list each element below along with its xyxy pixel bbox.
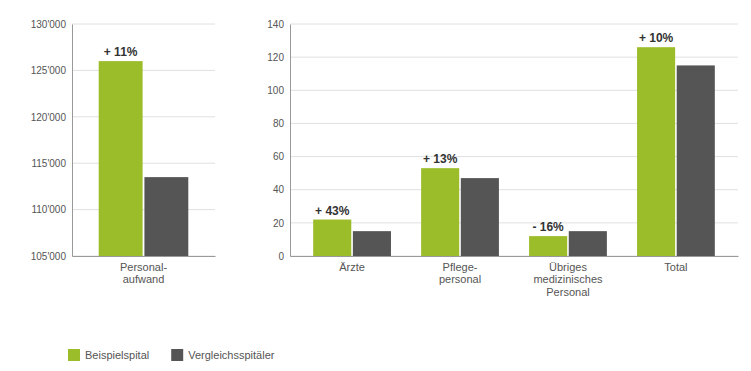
y-tick-label: 100 [267, 85, 284, 96]
annotation: + 10% [639, 31, 674, 45]
bar [353, 231, 391, 256]
bars [99, 61, 189, 256]
chart: 105'000 110'000 115'000 120'000 125'000 130'0… [0, 0, 751, 371]
x-tick-label: Personal-aufwand [120, 261, 167, 286]
x-tick-label-line: Total [664, 261, 687, 273]
tick: ÜbrigesmedizinischesPersonal [533, 256, 603, 298]
y-tick-label: 60 [273, 151, 285, 162]
annotation: - 16% [532, 220, 564, 234]
y-tick-label: 115'000 [31, 158, 66, 169]
tick: 0 [278, 251, 290, 262]
bar [313, 220, 351, 256]
y-tick-label: 20 [273, 218, 285, 229]
series [313, 47, 675, 256]
x-tick-label-line: personal [439, 273, 481, 285]
y-axis: 0 20 40 60 80 100 120 140 [267, 19, 290, 262]
annotation: + 11% [104, 45, 138, 59]
tick: 20 [273, 218, 290, 229]
bar [529, 236, 567, 256]
y-tick-label: 130'000 [31, 19, 67, 30]
bar [99, 61, 143, 256]
y-tick-label: 125'000 [31, 65, 67, 76]
tick: 130'000 [31, 19, 72, 30]
x-axis-line [291, 256, 739, 257]
annotation: + 13% [423, 152, 458, 166]
x-axis: Ärzte Pflege-personal Übrigesmedizinisches… [291, 256, 739, 298]
panel: 0 20 40 60 80 100 120 140 Ärzte Pflege-personal Üb… [267, 19, 738, 298]
y-axis-line [72, 25, 73, 257]
grid-line [72, 163, 215, 164]
tick: Ärzte [339, 256, 365, 273]
x-tick-label-line: Personal- [120, 261, 167, 273]
x-tick-label: Pflege-personal [439, 261, 481, 286]
x-axis-line [73, 256, 216, 257]
y-tick-label: 120'000 [31, 112, 67, 123]
bar [677, 65, 715, 256]
y-tick-label: 105'000 [31, 251, 67, 262]
legend-swatch [171, 349, 183, 361]
tick: 60 [273, 151, 290, 162]
grid-line [72, 24, 215, 25]
grid-line [72, 209, 215, 210]
legend-label: Beispielspital [85, 349, 149, 361]
annotation: + 43% [315, 204, 350, 218]
y-tick-label: 110'000 [31, 204, 66, 215]
annotations: + 43% + 13% - 16% + 10% [315, 31, 674, 234]
x-tick-label: Total [664, 261, 687, 273]
series [353, 65, 715, 256]
x-axis: Personal-aufwand [73, 256, 216, 285]
tick: 105'000 [31, 251, 72, 262]
series [144, 177, 188, 256]
y-tick-label: 140 [267, 19, 284, 30]
panel: 105'000 110'000 115'000 120'000 125'000 130'0… [31, 19, 216, 371]
annotations: + 11% [104, 45, 138, 59]
grid-line [72, 256, 215, 257]
series [99, 61, 143, 256]
tick: Total [664, 256, 687, 273]
tick: 100 [267, 85, 290, 96]
tick: 120 [267, 52, 290, 63]
y-tick-label: 80 [273, 118, 285, 129]
grid-line [290, 24, 738, 25]
y-tick-label: 120 [267, 52, 284, 63]
legend-item: Vergleichsspitäler [171, 349, 275, 361]
legend-label: Vergleichsspitäler [188, 349, 275, 361]
y-axis: 105'000 110'000 115'000 120'000 125'000 130'0… [31, 19, 73, 262]
y-tick-label: 0 [278, 251, 284, 262]
x-tick-label-line: Personal [546, 286, 589, 298]
bar [421, 168, 459, 256]
tick: 140 [267, 19, 290, 30]
bar [637, 47, 675, 256]
tick: 125'000 [31, 65, 72, 76]
tick: 120'000 [31, 112, 72, 123]
grid [72, 24, 215, 256]
bars [313, 47, 715, 256]
grid-line [72, 116, 215, 117]
x-tick-label-line: Pflege- [443, 261, 478, 273]
tick: 115'000 [31, 158, 72, 169]
x-tick-label-line: aufwand [123, 273, 165, 285]
y-tick-label: 40 [273, 184, 285, 195]
grid-line [72, 70, 215, 71]
x-tick-label: Ärzte [339, 261, 365, 273]
legend-item: Beispielspital [68, 349, 149, 361]
y-axis-line [290, 25, 291, 257]
bar [461, 178, 499, 256]
x-tick-label-line: medizinisches [533, 273, 603, 285]
tick: Pflege-personal [439, 256, 481, 285]
legend: Beispielspital Vergleichsspitäler [68, 349, 275, 361]
tick: 80 [273, 118, 290, 129]
bar [569, 231, 607, 256]
x-tick-label-line: Ärzte [339, 261, 365, 273]
x-tick-label: ÜbrigesmedizinischesPersonal [533, 261, 603, 298]
tick: 110'000 [31, 204, 72, 215]
bar [144, 177, 188, 256]
grid [290, 24, 738, 256]
tick: 40 [273, 184, 290, 195]
x-tick-label-line: Übriges [549, 261, 587, 273]
legend-swatch [68, 349, 80, 361]
tick: Personal-aufwand [120, 256, 167, 285]
